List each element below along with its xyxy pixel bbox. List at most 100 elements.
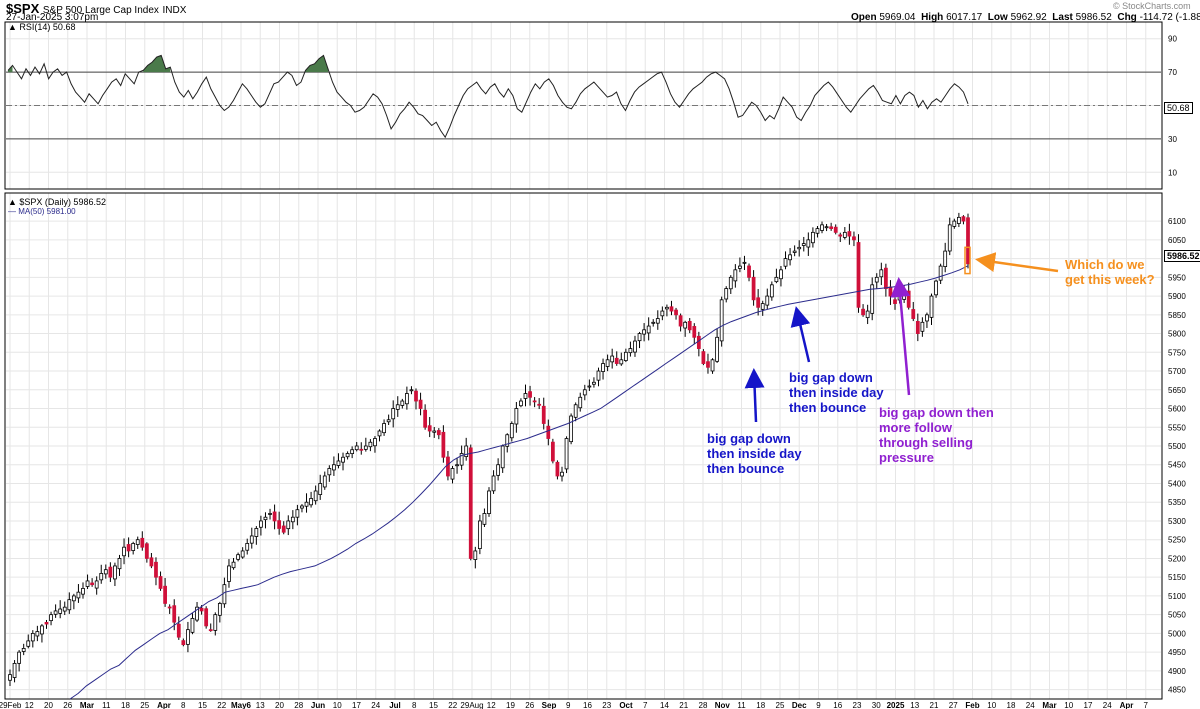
candle — [113, 565, 117, 580]
price-tick-label: 5150 — [1168, 573, 1186, 582]
candle — [117, 558, 122, 570]
candle — [760, 303, 765, 310]
x-tick-label: 22 — [217, 701, 226, 709]
x-tick-label: 12 — [25, 701, 34, 709]
price-tick-label: 5950 — [1168, 273, 1186, 282]
candle — [929, 295, 934, 318]
x-tick-label: 15 — [198, 701, 207, 709]
stockcharts-brand: © StockCharts.com — [1113, 1, 1191, 11]
candle — [190, 618, 195, 633]
candle — [537, 403, 542, 406]
candle — [811, 231, 815, 244]
candle — [646, 325, 651, 334]
candle — [651, 321, 656, 324]
x-tick-label: Nov — [715, 701, 731, 709]
rsi-overbought-fill — [305, 55, 328, 73]
x-tick-label: Apr — [157, 701, 171, 709]
candle — [733, 269, 738, 282]
candle — [592, 381, 596, 385]
x-tick-label: 25 — [776, 701, 785, 709]
x-tick-label: Dec — [792, 701, 807, 709]
candle — [103, 569, 108, 575]
candle — [573, 404, 578, 418]
x-tick-label: 13 — [910, 701, 919, 709]
candle — [619, 359, 624, 365]
price-tick-label: 5250 — [1168, 536, 1186, 545]
nov-gap-arrow — [790, 306, 811, 363]
candle — [674, 309, 678, 316]
candle — [710, 359, 715, 372]
candle — [126, 544, 131, 552]
x-tick-label: 10 — [987, 701, 996, 709]
price-last-value: 5986.52 — [1164, 250, 1200, 262]
candle — [30, 633, 35, 642]
rsi-legend: ▲ RSI(14) 50.68 — [8, 22, 76, 32]
x-tick-label: 11 — [737, 701, 746, 709]
candle — [468, 447, 473, 559]
x-tick-label: 28 — [699, 701, 708, 709]
candle — [363, 445, 368, 450]
candle — [99, 573, 104, 581]
nov-gap-line-1: big gap down — [789, 370, 873, 385]
x-tick-label: 10 — [1064, 701, 1073, 709]
candle — [272, 511, 277, 522]
candle — [313, 490, 318, 502]
candle — [286, 520, 291, 530]
candle — [614, 357, 619, 364]
candle — [108, 566, 113, 578]
x-tick-label: 17 — [352, 701, 361, 709]
x-tick-label: 8 — [412, 701, 417, 709]
candle — [49, 614, 53, 622]
candle — [500, 445, 505, 469]
x-tick-label: 23 — [602, 701, 611, 709]
low-label: Low — [987, 12, 1008, 23]
x-tick-label: 24 — [1026, 701, 1035, 709]
candle — [345, 453, 350, 458]
index-name: S&P 500 Large Cap Index — [42, 5, 159, 16]
candle — [176, 623, 181, 638]
candle — [62, 606, 67, 612]
exchange: INDX — [162, 5, 187, 16]
candle — [181, 640, 186, 646]
last-value: 5986.52 — [1075, 12, 1112, 23]
candle — [678, 315, 683, 327]
candle — [915, 321, 920, 334]
x-tick-label: Mar — [80, 701, 94, 709]
candle — [391, 408, 396, 420]
oct-gap-line-3: then bounce — [707, 461, 785, 476]
candle — [167, 606, 172, 609]
rsi-label: RSI(14) 50.68 — [19, 22, 76, 32]
candle — [911, 309, 916, 319]
price-tick-label: 4950 — [1168, 648, 1186, 657]
candle — [81, 588, 85, 595]
candle — [738, 265, 742, 269]
dec-gap-arrow — [890, 277, 911, 396]
candle — [934, 280, 938, 296]
candle — [966, 217, 970, 265]
price-panel-frame — [4, 192, 1163, 700]
last-label: Last — [1052, 12, 1073, 23]
candle — [505, 434, 510, 447]
candle — [336, 460, 341, 466]
candle — [149, 557, 154, 567]
candle — [359, 448, 364, 451]
candle — [856, 242, 861, 308]
x-tick-label: 29Aug — [460, 701, 483, 709]
candle — [847, 231, 852, 237]
candle — [519, 400, 523, 407]
price-panel: 4850 4900 4950 5000 5050 5100 5150 5200 5250 5300… — [6, 212, 1186, 700]
price-tick-label: 5050 — [1168, 611, 1186, 620]
rsi-line — [7, 54, 969, 139]
candle — [687, 320, 692, 331]
candle — [610, 355, 615, 363]
candle — [523, 393, 528, 399]
candle — [633, 340, 637, 353]
x-tick-label: 16 — [833, 701, 842, 709]
candle — [53, 610, 58, 615]
candle — [742, 261, 747, 264]
price-tick-label: 5600 — [1168, 405, 1186, 414]
x-tick-label: 22 — [448, 701, 457, 709]
candle — [861, 308, 865, 316]
ohlc-quote: Open 5969.04 High 6017.17 Low 5962.92 La… — [851, 12, 1200, 23]
candle — [792, 250, 797, 253]
